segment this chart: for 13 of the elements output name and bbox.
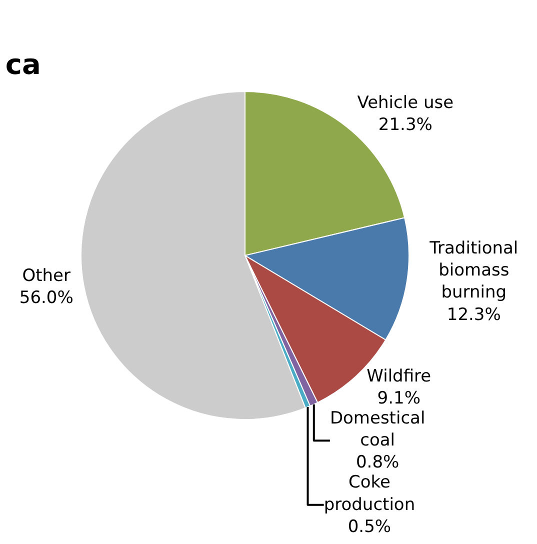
slice-label: Coke production: [324, 472, 416, 515]
data-label: 0.5%: [348, 516, 392, 537]
data-label: 12.3%: [446, 304, 501, 325]
data-label: 21.3%: [378, 114, 432, 135]
slice-label: Traditional biomass burning: [428, 238, 518, 303]
data-label: 56.0%: [19, 288, 74, 308]
chart-title: ca: [5, 48, 41, 81]
slice-label: Other: [22, 266, 71, 286]
slice-label: Vehicle use: [357, 92, 454, 113]
slice-label: Wildfire: [366, 366, 432, 386]
data-label: 0.8%: [356, 452, 400, 473]
slice-label: Domestical coal: [330, 408, 426, 451]
data-label: 9.1%: [377, 388, 420, 409]
